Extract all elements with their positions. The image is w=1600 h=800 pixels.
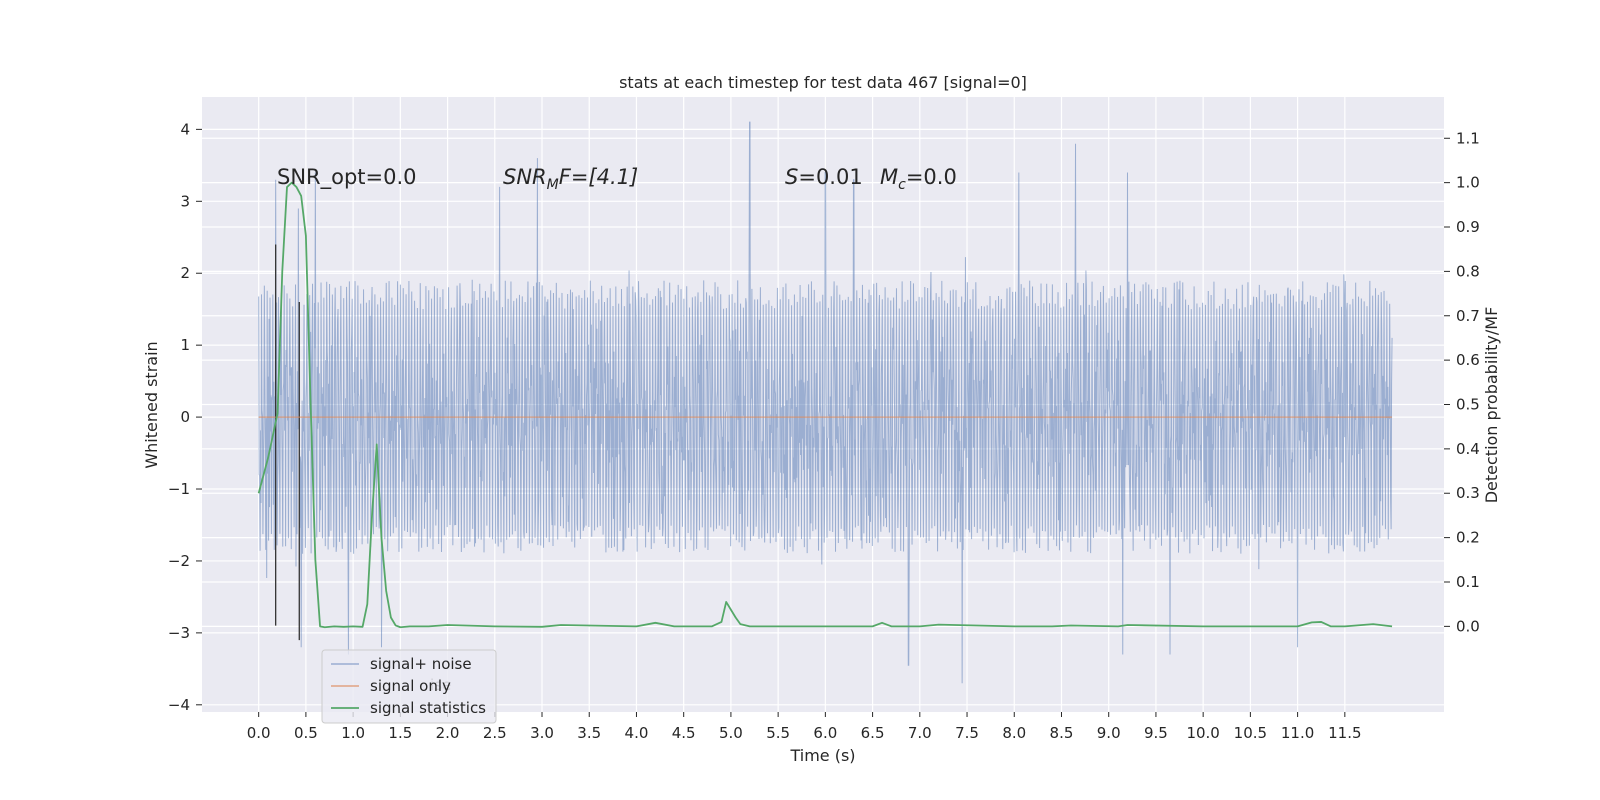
y2-axis-label: Detection probability/MF — [1482, 307, 1501, 504]
x-tick-label: 3.0 — [530, 724, 554, 742]
x-tick-label: 2.0 — [436, 724, 460, 742]
y-axis-ticks: 4 3 2 1 0 −1 −2 −3 −4 — [168, 120, 202, 714]
x-tick-label: 5.5 — [766, 724, 790, 742]
y2-tick-label: 0.0 — [1456, 617, 1480, 635]
x-tick-label: 4.5 — [672, 724, 696, 742]
x-tick-label: 2.5 — [483, 724, 507, 742]
mc-symbol: M — [880, 165, 898, 189]
x-tick-label: 1.0 — [341, 724, 365, 742]
legend-box — [321, 649, 497, 724]
y2-tick-label: 0.2 — [1456, 529, 1480, 547]
y2-axis-ticks: 1.1 1.0 0.9 0.8 0.7 0.6 0.5 0.4 0.3 0.2 0.1 0.0 — [1444, 129, 1480, 635]
y-tick-label: −2 — [168, 552, 190, 570]
x-tick-label: 6.5 — [861, 724, 885, 742]
x-tick-label: 9.5 — [1144, 724, 1168, 742]
snr-mf-suffix: F=[4.1] — [559, 165, 638, 189]
y2-tick-label: 1.0 — [1456, 174, 1480, 192]
y2-tick-label: 0.3 — [1456, 484, 1480, 502]
y-tick-label: −3 — [168, 624, 190, 642]
chart-title: stats at each timestep for test data 467… — [619, 73, 1027, 92]
y2-tick-label: 0.7 — [1456, 307, 1480, 325]
y2-tick-label: 0.6 — [1456, 351, 1480, 369]
y-tick-label: 3 — [180, 192, 190, 210]
y-axis-label: Whitened strain — [142, 341, 161, 468]
y2-tick-label: 1.1 — [1456, 129, 1480, 147]
signal-statistics-series — [257, 181, 1393, 629]
signal-noise-line — [258, 121, 1393, 684]
y-tick-label: 0 — [180, 408, 190, 426]
signal-statistics-line — [257, 181, 1393, 629]
legend-label-signal-only: signal only — [370, 677, 451, 695]
x-tick-label: 3.5 — [577, 724, 601, 742]
x-tick-label: 6.0 — [813, 724, 837, 742]
x-tick-label: 8.5 — [1050, 724, 1074, 742]
x-tick-label: 7.0 — [908, 724, 932, 742]
signal-noise-series — [258, 121, 1393, 684]
snr-mf-symbol: SNR — [503, 165, 547, 189]
s-symbol: S — [785, 165, 798, 189]
annotation-s: S=0.01 — [785, 165, 863, 189]
annotation-snr-mf: SNRMF=[4.1] — [503, 165, 638, 193]
x-axis-label: Time (s) — [789, 746, 855, 765]
x-tick-label: 8.0 — [1002, 724, 1026, 742]
x-tick-label: 0.5 — [294, 724, 318, 742]
y2-tick-label: 0.4 — [1456, 440, 1480, 458]
annotation-snr-opt: SNR_opt=0.0 — [277, 165, 417, 190]
vertical-markers — [275, 244, 300, 641]
y2-tick-label: 0.5 — [1456, 396, 1480, 414]
x-tick-label: 1.5 — [388, 724, 412, 742]
annotation-mc: Mc=0.0 — [880, 165, 957, 193]
y-tick-label: 1 — [180, 336, 190, 354]
legend: ise signal+ noise signal only signal sta… — [321, 649, 497, 724]
legend-label-signal-statistics: signal statistics — [370, 699, 486, 717]
x-tick-label: 4.0 — [625, 724, 649, 742]
x-tick-label: 11.0 — [1281, 724, 1314, 742]
y2-tick-label: 0.1 — [1456, 573, 1480, 591]
y-tick-label: 4 — [180, 120, 190, 138]
y2-tick-label: 0.9 — [1456, 218, 1480, 236]
mc-subscript: c — [898, 177, 906, 193]
x-tick-label: 10.0 — [1186, 724, 1219, 742]
x-tick-label: 11.5 — [1328, 724, 1361, 742]
mc-value: =0.0 — [906, 165, 957, 189]
x-tick-label: 0.0 — [247, 724, 271, 742]
x-axis-ticks: 0.0 0.5 1.0 1.5 2.0 2.5 3.0 3.5 4.0 4.5 5.0 5.5 6.0 6… — [247, 712, 1362, 742]
legend-ghost-text: ise — [430, 676, 451, 694]
y-tick-label: −4 — [168, 696, 190, 714]
legend-label-signal-noise: signal+ noise — [370, 655, 472, 673]
y-tick-label: −1 — [168, 480, 190, 498]
x-tick-label: 9.0 — [1097, 724, 1121, 742]
y-tick-label: 2 — [180, 264, 190, 282]
x-tick-label: 5.0 — [719, 724, 743, 742]
y2-tick-label: 0.8 — [1456, 262, 1480, 280]
s-value: =0.01 — [798, 165, 862, 189]
x-tick-label: 10.5 — [1234, 724, 1267, 742]
snr-mf-subscript: M — [547, 177, 559, 193]
x-tick-label: 7.5 — [955, 724, 979, 742]
